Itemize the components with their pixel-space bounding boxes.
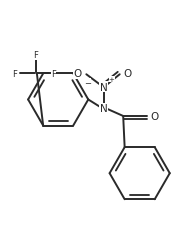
Text: N: N: [100, 82, 108, 92]
Text: N: N: [100, 104, 108, 114]
Text: F: F: [12, 70, 17, 79]
Text: +: +: [109, 77, 114, 83]
Text: F: F: [51, 70, 56, 79]
Text: F: F: [33, 51, 38, 60]
Text: O: O: [124, 69, 132, 79]
Text: −: −: [84, 79, 91, 88]
Text: O: O: [74, 69, 82, 79]
Text: O: O: [151, 112, 159, 122]
